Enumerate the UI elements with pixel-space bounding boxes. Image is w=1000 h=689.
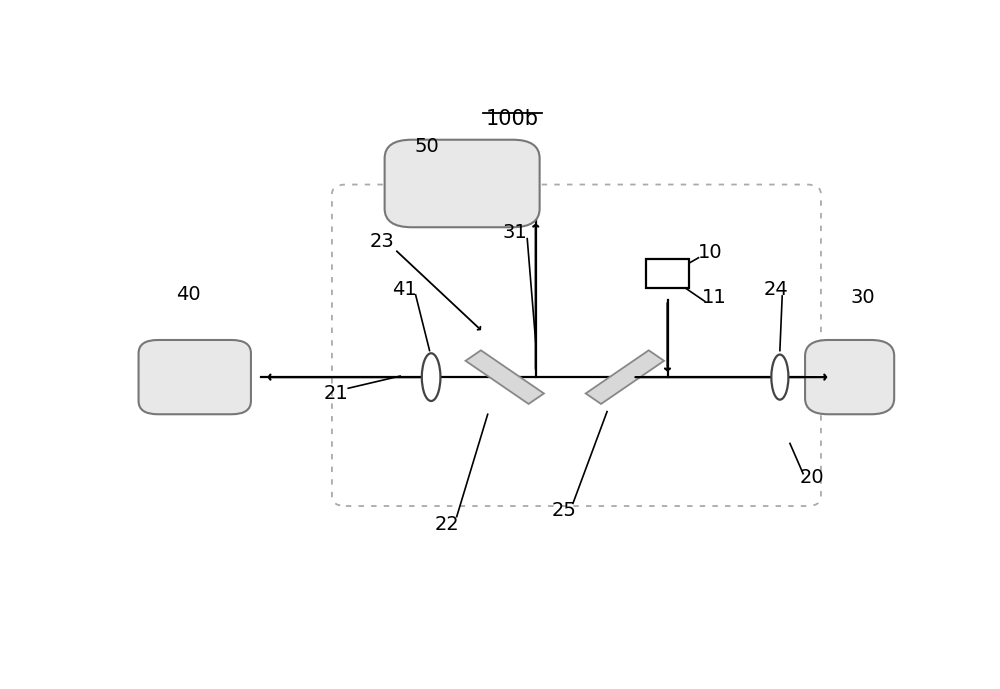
- FancyBboxPatch shape: [805, 340, 894, 414]
- Text: 40: 40: [176, 285, 201, 305]
- Text: 20: 20: [800, 469, 825, 487]
- FancyBboxPatch shape: [385, 140, 540, 227]
- Text: 24: 24: [764, 280, 788, 299]
- FancyBboxPatch shape: [139, 340, 251, 414]
- Ellipse shape: [422, 353, 440, 401]
- Bar: [466, 350, 544, 404]
- Text: 21: 21: [323, 384, 348, 402]
- Text: 25: 25: [552, 502, 577, 520]
- Text: 22: 22: [434, 515, 459, 533]
- Text: 30: 30: [850, 288, 875, 307]
- Text: 11: 11: [702, 288, 726, 307]
- Text: 10: 10: [698, 243, 722, 262]
- Text: 31: 31: [502, 223, 527, 242]
- Ellipse shape: [771, 355, 788, 400]
- Bar: [586, 350, 664, 404]
- Text: 23: 23: [370, 232, 395, 251]
- Text: 50: 50: [415, 137, 440, 156]
- Text: 100b: 100b: [486, 109, 539, 130]
- Text: 41: 41: [392, 280, 416, 299]
- Bar: [646, 259, 689, 288]
